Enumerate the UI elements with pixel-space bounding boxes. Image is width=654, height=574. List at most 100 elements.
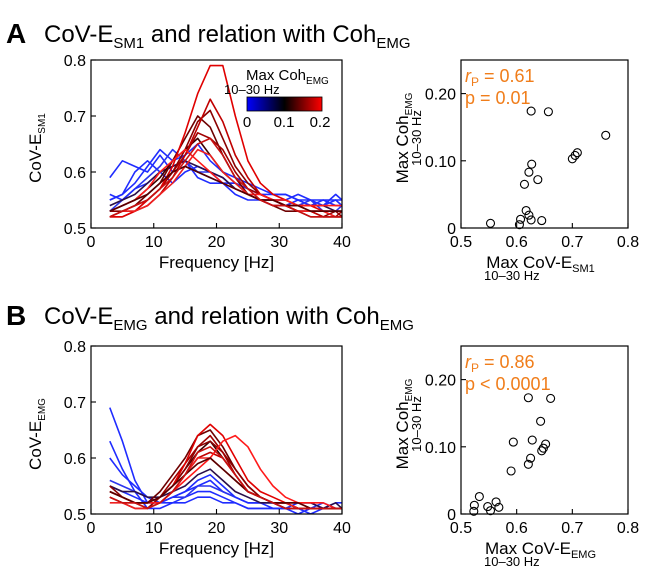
series-line-a-13 (109, 148, 342, 218)
scatter-point-a-5 (526, 215, 536, 225)
stat-p: p < 0.0001 (465, 374, 551, 394)
y-tick-label: 0 (447, 221, 456, 238)
scatter-point-a-15 (572, 148, 582, 158)
y-axis-label: Max CohEMG (393, 92, 415, 183)
y-axis-label-sub: EMG (37, 398, 48, 421)
scatter-point-b-11 (526, 453, 536, 463)
series-line-b-10 (109, 451, 342, 510)
x-axis-label-sub: SM1 (572, 263, 595, 275)
x-tick-label: 0.5 (450, 520, 472, 537)
scatter-point-b-16 (541, 439, 551, 449)
x-tick-label: 0.8 (617, 520, 639, 537)
x-tick-label: 10 (145, 520, 163, 537)
y-axis-label-main: CoV-E (26, 421, 45, 470)
x-axis-label: Max CoV-ESM1 (486, 253, 595, 275)
axes-frame-b (460, 345, 629, 515)
y-axis-label-main: CoV-E (26, 134, 45, 183)
scatter-point-a-8 (524, 167, 534, 177)
scatter-point-a-14 (570, 150, 580, 160)
y-axis-label-sub: EMG (404, 378, 415, 401)
scatter-point-b-9 (523, 393, 533, 403)
panel-a-title: CoV-ESM1 and relation with CohEMG (44, 21, 411, 52)
x-axis-label-main: Max CoV-E (485, 539, 571, 558)
panel-a-letter: A (6, 18, 26, 49)
x-tick-label: 30 (270, 234, 288, 251)
x-tick-label: 0.8 (617, 234, 639, 251)
x-axis-label-range: 10–30 Hz (484, 268, 540, 283)
y-axis-label-sub: EMG (404, 92, 415, 115)
x-tick-label: 0.7 (561, 234, 583, 251)
y-tick-label: 0.6 (64, 451, 86, 468)
x-tick-label: 0.5 (450, 234, 472, 251)
y-tick-label: 0.8 (64, 53, 86, 70)
series-line-a-14 (109, 165, 342, 212)
x-tick-label: 0.7 (561, 520, 583, 537)
series-group-b (109, 407, 342, 514)
series-line-b-12 (109, 434, 342, 510)
stat-r-symbol: r (465, 352, 472, 372)
y-axis-label: CoV-ESM1 (26, 113, 48, 183)
series-line-b-1 (109, 440, 342, 514)
x-tick-label: 40 (333, 234, 351, 251)
colorbar-tick-1: 0.1 (274, 114, 295, 131)
scatter-point-b-12 (527, 435, 537, 445)
x-axis-label: Max CoV-EEMG (485, 539, 596, 561)
colorbar: Max CohEMG 10–30 Hz 0 0.1 0.2 (224, 67, 330, 131)
x-axis-label-sub: EMG (571, 549, 596, 561)
x-tick-label: 0 (87, 520, 96, 537)
scatter-point-b-1 (469, 500, 479, 510)
axes-frame-a (460, 59, 629, 229)
stat-r-sub: P (471, 361, 479, 375)
colorbar-tick-2: 0.2 (310, 114, 331, 131)
scatter-point-b-7 (506, 466, 516, 476)
scatter-point-a-3 (521, 205, 531, 216)
y-axis-label-range: 10–30 Hz (409, 110, 424, 166)
x-tick-label: 10 (145, 234, 163, 251)
stat-r: rP = 0.86 (465, 352, 535, 375)
y-tick-label: 0.7 (64, 395, 86, 412)
stat-r-value: = 0.86 (479, 352, 535, 372)
colorbar-range: 10–30 Hz (224, 82, 280, 97)
colorbar-gradient (246, 96, 323, 112)
scatter-point-b-0 (469, 506, 479, 516)
line-chart-a: 0 10 20 30 40 0.5 0.6 0.7 0.8 Frequency [Hz] CoV-E… (26, 53, 351, 272)
y-tick-label: 0.20 (425, 373, 456, 390)
y-axis-label: Max CohEMG (393, 378, 415, 469)
scatter-point-a-6 (537, 216, 547, 226)
scatter-point-b-2 (474, 491, 484, 502)
colorbar-title: Max CohEMG (246, 67, 329, 87)
scatter-point-a-10 (533, 175, 543, 185)
x-tick-label: 20 (208, 520, 226, 537)
scatter-point-a-0 (485, 218, 496, 228)
x-tick-label: 20 (208, 234, 226, 251)
y-tick-label: 0.20 (425, 87, 456, 104)
y-tick-label: 0.10 (425, 440, 456, 457)
stat-p: p = 0.01 (465, 88, 531, 108)
y-tick-label: 0.5 (64, 221, 86, 238)
y-tick-label: 0.7 (64, 109, 86, 126)
scatter-point-b-14 (537, 446, 547, 456)
x-tick-label: 0.6 (506, 520, 528, 537)
x-tick-label: 30 (270, 520, 288, 537)
series-group-a (109, 64, 342, 218)
scatter-point-b-13 (536, 416, 546, 426)
x-axis-label-main: Max CoV-E (486, 253, 572, 272)
scatter-point-b-5 (491, 497, 501, 507)
scatter-point-a-16 (601, 130, 611, 140)
x-axis-label-range: 10–30 Hz (484, 554, 540, 569)
x-tick-label: 40 (333, 520, 351, 537)
scatter-point-a-4 (524, 210, 534, 220)
scatter-point-b-6 (494, 502, 504, 512)
stat-r: rP = 0.61 (465, 66, 535, 89)
scatter-point-a-2 (516, 214, 526, 224)
scatter-point-a-9 (527, 159, 537, 169)
stat-r-symbol: r (465, 66, 472, 86)
scatter-point-a-1 (514, 220, 525, 230)
scatter-point-b-4 (485, 506, 496, 516)
x-tick-label: 0 (87, 234, 96, 251)
panel-b-title: CoV-EEMG and relation with CohEMG (44, 303, 414, 334)
y-tick-label: 0.6 (64, 165, 86, 182)
